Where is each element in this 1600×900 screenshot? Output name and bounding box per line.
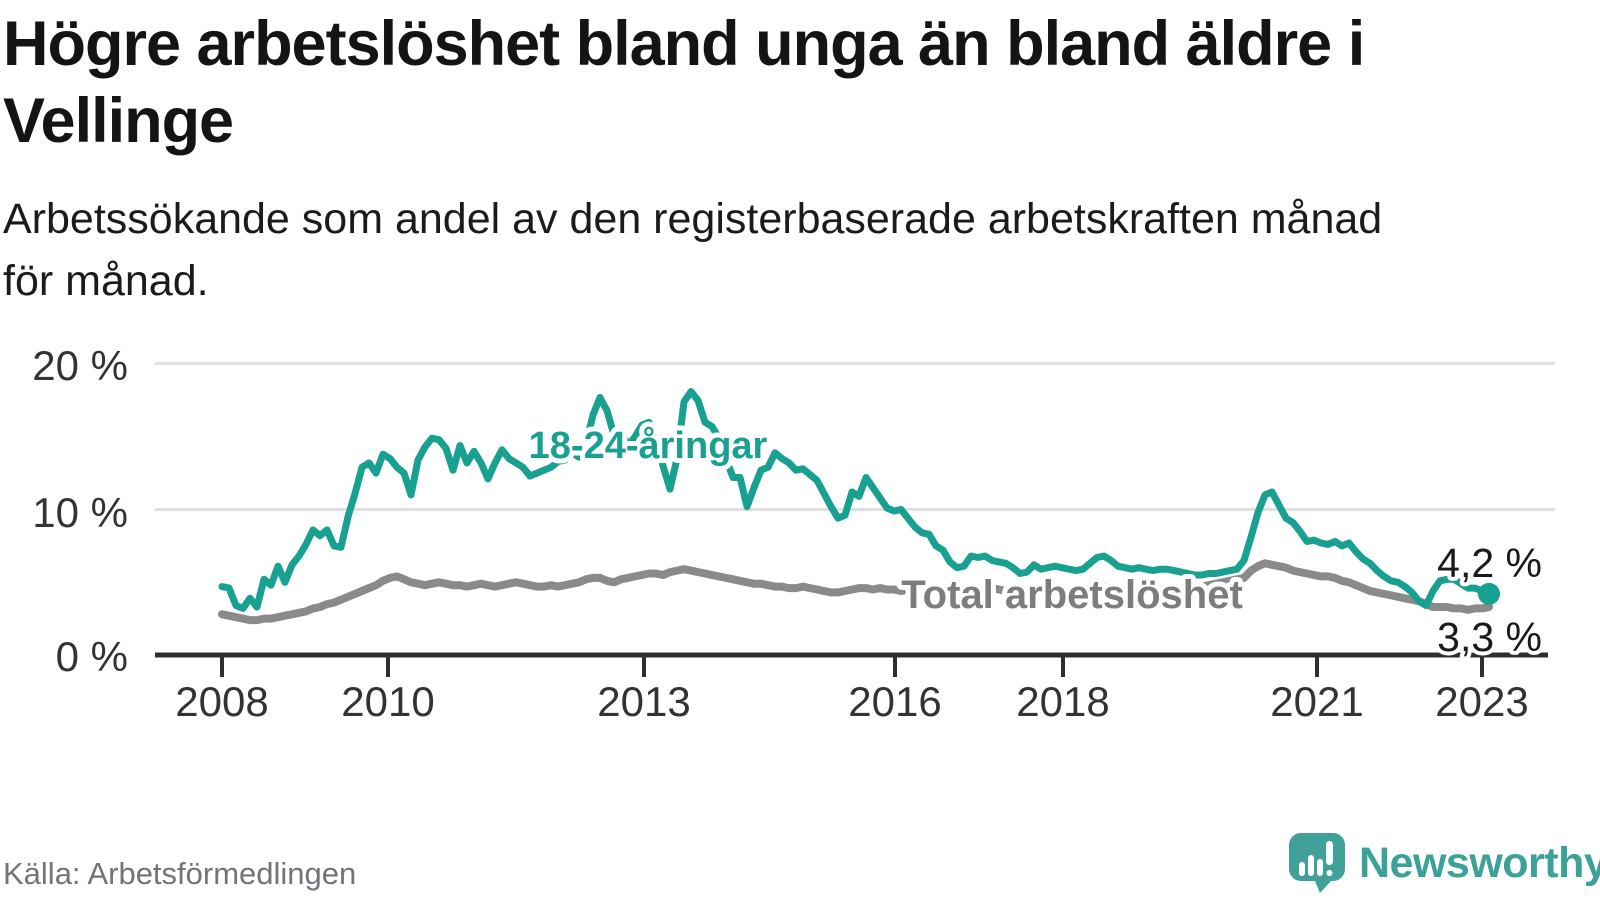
newsworthy-logo: Newsworthy: [1288, 832, 1600, 894]
y-tick-20: 20 %: [32, 342, 128, 389]
subtitle-line-2: för månad.: [3, 257, 209, 305]
x-axis-labels: 2008 2010 2013 2016 2018 2021 2023: [175, 678, 1528, 725]
end-label-total: 3,3 %: [1437, 614, 1542, 660]
series-label-total: Total arbetslöshet: [901, 573, 1243, 617]
end-label-youth: 4,2 %: [1437, 540, 1542, 586]
series-line-total: [218, 559, 1493, 625]
x-axis-ticks: [220, 657, 1484, 677]
x-tick-2021: 2021: [1270, 678, 1363, 725]
source-caption: Källa: Arbetsförmedlingen: [3, 856, 357, 891]
title-line-2: Vellinge: [3, 86, 234, 156]
x-tick-2013: 2013: [597, 678, 690, 725]
series-line-youth: [218, 388, 1493, 612]
subtitle-line-1: Arbetssökande som andel av den registerb…: [3, 195, 1383, 243]
x-tick-2016: 2016: [848, 678, 941, 725]
y-tick-0: 0 %: [56, 633, 128, 680]
y-axis-labels: 20 % 10 % 0 %: [32, 342, 128, 680]
x-tick-2023: 2023: [1435, 678, 1528, 725]
series-label-youth: 18-24-åringar: [529, 425, 768, 467]
x-tick-2008: 2008: [175, 678, 268, 725]
bar-chart-glyph: [1299, 841, 1333, 876]
end-dot: [1478, 582, 1500, 605]
newsworthy-icon: [1289, 833, 1345, 893]
chart-subtitle: Arbetssökande som andel av den registerb…: [3, 188, 1583, 312]
y-tick-10: 10 %: [32, 489, 128, 536]
x-tick-2010: 2010: [341, 678, 434, 725]
x-tick-2018: 2018: [1016, 678, 1109, 725]
page-title: Högre arbetslöshet bland unga än bland ä…: [3, 6, 1583, 160]
title-line-1: Högre arbetslöshet bland unga än bland ä…: [3, 9, 1365, 79]
newsworthy-wordmark: Newsworthy: [1359, 838, 1600, 887]
